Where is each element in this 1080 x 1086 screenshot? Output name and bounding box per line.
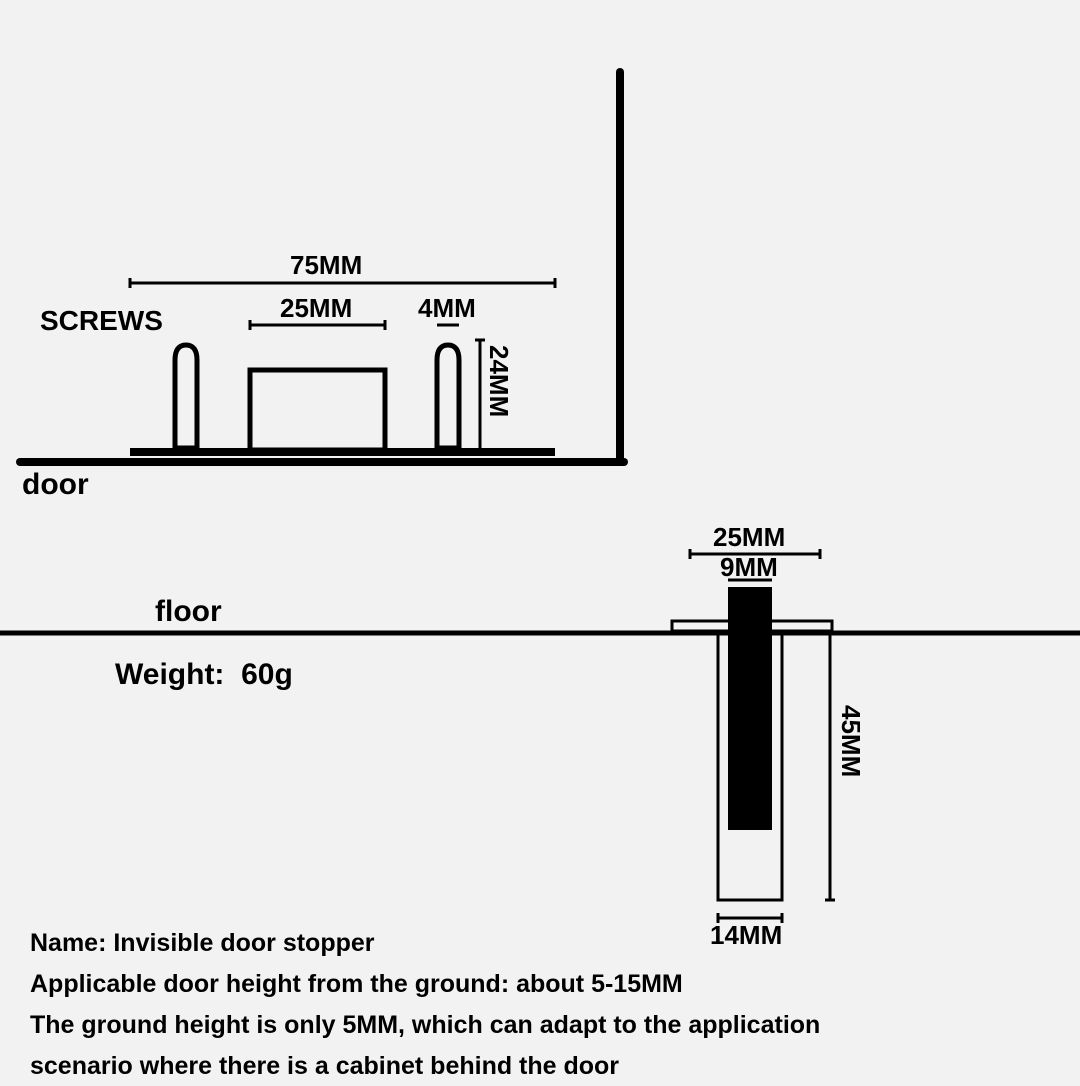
dim-45-label: 45MM [835, 705, 866, 777]
screws-label: SCREWS [40, 305, 163, 337]
weight-key: Weight: [115, 658, 224, 691]
dim-9-label: 9MM [720, 552, 778, 583]
weight-label: Weight: 60g [115, 658, 293, 692]
dim-24-label: 24MM [483, 345, 514, 417]
dim-4-label: 4MM [418, 293, 476, 324]
dim-25-right-label: 25MM [713, 522, 785, 553]
floor-label: floor [155, 595, 222, 629]
dim-14-label: 14MM [710, 920, 782, 951]
dim-75-label: 75MM [290, 250, 362, 281]
door-label: door [22, 468, 89, 502]
desc-line1: Name: Invisible door stopper [30, 925, 375, 963]
weight-value: 60g [241, 658, 293, 691]
dim-25-top-label: 25MM [280, 293, 352, 324]
diagram-svg [0, 0, 1080, 1080]
desc-line2: Applicable door height from the ground: … [30, 966, 683, 1004]
desc-line3: The ground height is only 5MM, which can… [30, 1007, 820, 1045]
